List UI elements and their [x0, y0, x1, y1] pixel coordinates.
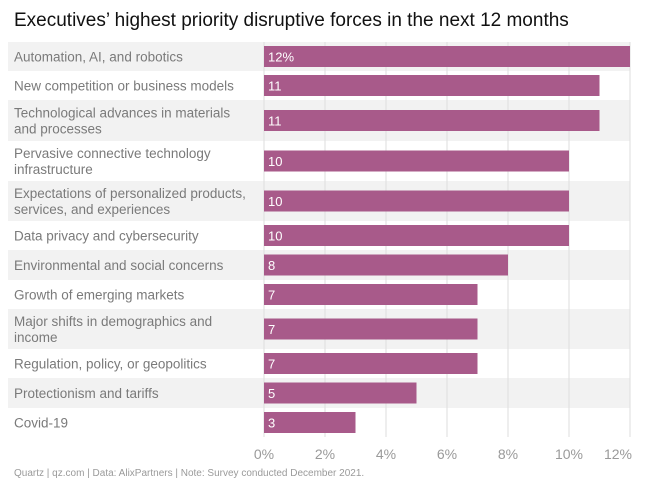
category-label: Automation, AI, and robotics	[14, 50, 183, 65]
category-label: Covid-19	[14, 416, 68, 431]
category-label-line: New competition or business models	[14, 79, 234, 94]
category-label-line: and processes	[14, 122, 102, 137]
category-label-line: infrastructure	[14, 162, 93, 177]
bar-value-label: 11	[268, 79, 282, 94]
category-label-line: income	[14, 330, 58, 345]
x-tick-label: 6%	[437, 446, 457, 462]
category-label: Growth of emerging markets	[14, 288, 185, 303]
x-tick-label: 0%	[254, 446, 274, 462]
x-tick-label: 10%	[555, 446, 583, 462]
bar-value-label: 5	[268, 386, 275, 401]
chart-title: Executives’ highest priority disruptive …	[14, 10, 569, 31]
category-label-line: Pervasive connective technology	[14, 146, 211, 161]
category-label-line: Covid-19	[14, 416, 68, 431]
category-label: Major shifts in demographics and income	[14, 314, 212, 345]
category-label: Environmental and social concerns	[14, 258, 224, 273]
x-tick-label: 8%	[498, 446, 518, 462]
bar	[264, 412, 356, 433]
category-label-line: Data privacy and cybersecurity	[14, 229, 199, 244]
category-label-line: Environmental and social concerns	[14, 258, 224, 273]
bar-value-label: 3	[268, 416, 275, 431]
bar	[264, 353, 478, 374]
bar-value-label: 10	[268, 154, 282, 169]
bar	[264, 150, 569, 172]
category-label: New competition or business models	[14, 79, 234, 94]
bar	[264, 284, 478, 305]
source-footer: Quartz | qz.com | Data: AlixPartners | N…	[14, 468, 365, 479]
category-label-line: Expectations of personalized products,	[14, 186, 246, 201]
category-label: Data privacy and cybersecurity	[14, 229, 199, 244]
bar	[264, 75, 600, 96]
bar-value-label: 12%	[268, 50, 294, 65]
x-tick-label: 2%	[315, 446, 335, 462]
bar-value-label: 7	[268, 322, 275, 337]
bar	[264, 382, 417, 404]
x-tick-label: 12%	[604, 446, 632, 462]
bar-value-label: 8	[268, 258, 275, 273]
category-label-line: services, and experiences	[14, 202, 170, 217]
category-label-line: Growth of emerging markets	[14, 288, 185, 303]
bar	[264, 46, 630, 67]
bar	[264, 110, 600, 131]
bar	[264, 254, 508, 276]
category-label: Technological advances in materials and p…	[14, 106, 230, 137]
category-label: Expectations of personalized products, se…	[14, 186, 246, 217]
bar-value-label: 11	[268, 114, 282, 129]
category-label-line: Protectionism and tariffs	[14, 386, 159, 401]
category-label: Protectionism and tariffs	[14, 386, 159, 401]
bar-value-label: 7	[268, 357, 275, 372]
bar	[264, 318, 478, 340]
x-tick-label: 4%	[376, 446, 396, 462]
bar	[264, 190, 569, 212]
bar-value-label: 10	[268, 229, 282, 244]
bar-value-label: 7	[268, 288, 275, 303]
bar-value-label: 10	[268, 194, 282, 209]
category-label-line: Regulation, policy, or geopolitics	[14, 357, 207, 372]
category-label-line: Technological advances in materials	[14, 106, 230, 121]
category-label: Pervasive connective technology infrastru…	[14, 146, 211, 177]
category-label-line: Automation, AI, and robotics	[14, 50, 183, 65]
category-label-line: Major shifts in demographics and	[14, 314, 212, 329]
bar	[264, 225, 569, 246]
category-label: Regulation, policy, or geopolitics	[14, 357, 207, 372]
